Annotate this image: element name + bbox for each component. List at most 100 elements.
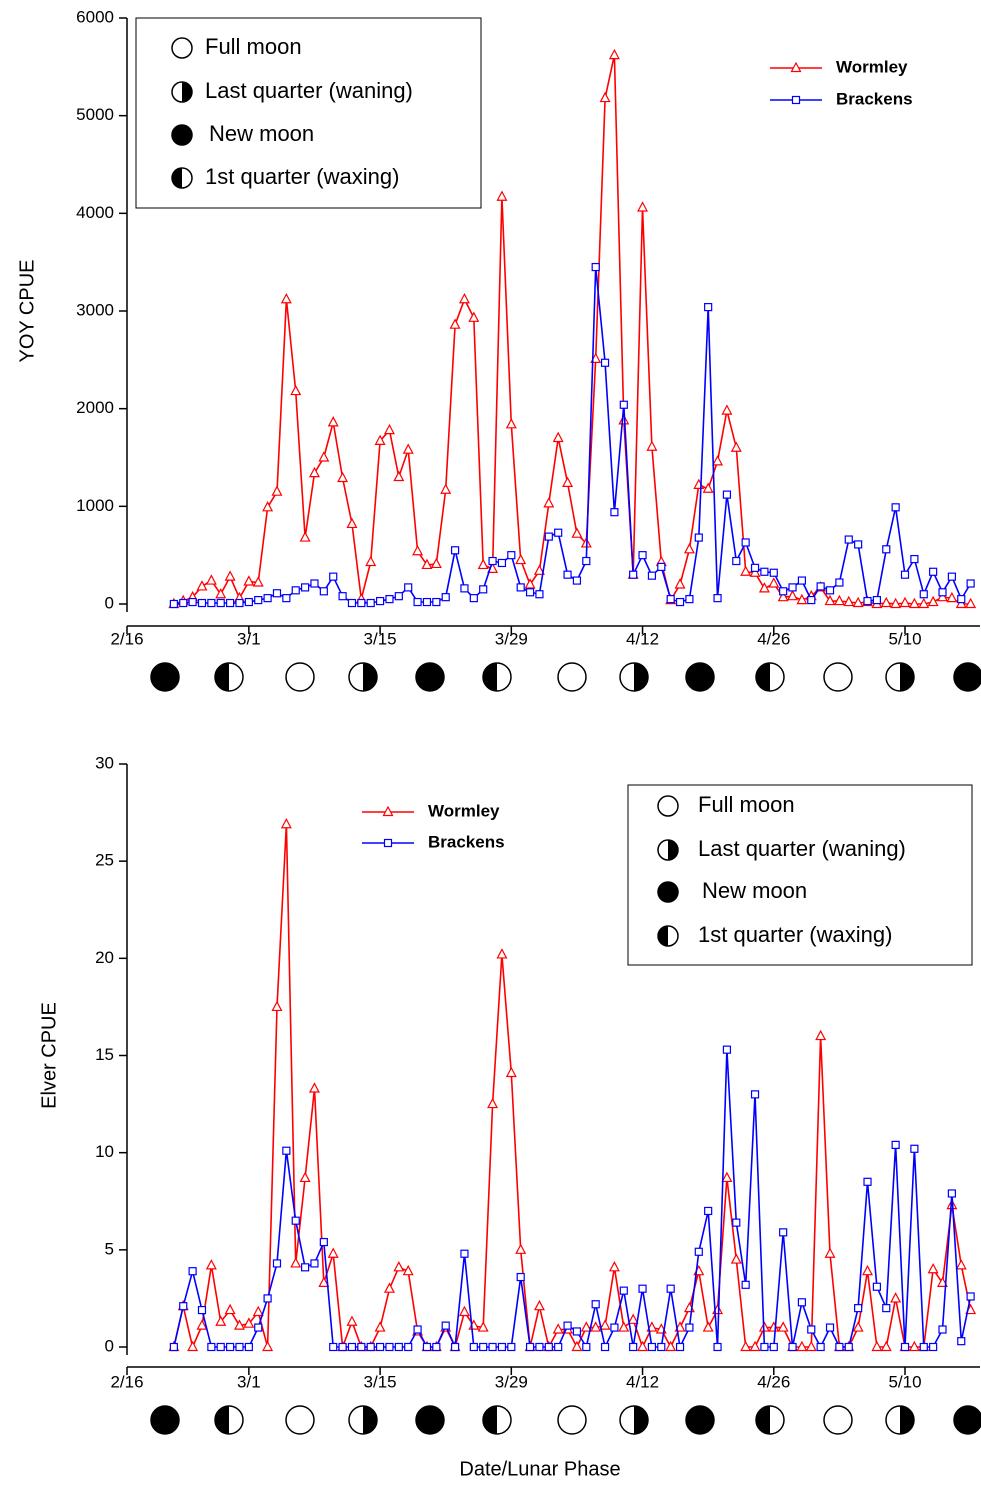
moon-icon-half [182, 82, 192, 102]
data-point [515, 553, 527, 565]
data-point [966, 579, 975, 588]
data-point [300, 583, 310, 592]
moon-icon [657, 795, 679, 817]
data-point [899, 596, 911, 608]
x-tick-label: 4/12 [626, 629, 659, 648]
data-point [263, 594, 272, 603]
data-point [627, 1313, 639, 1324]
data-point [554, 528, 563, 537]
data-point [319, 1237, 328, 1247]
data-point [788, 583, 797, 592]
data-point [619, 400, 628, 409]
data-point [488, 556, 497, 566]
data-point [908, 597, 920, 609]
data-point [375, 596, 385, 606]
data-point [318, 1276, 330, 1287]
moon-icon-half [483, 663, 497, 691]
data-point [404, 1342, 413, 1352]
data-point [824, 1247, 836, 1258]
data-point [910, 554, 919, 564]
data-point [235, 598, 244, 608]
data-point [308, 466, 320, 478]
data-point [882, 1304, 891, 1313]
data-point [629, 570, 638, 579]
moon-icon-half [658, 926, 668, 946]
data-point [910, 1144, 919, 1153]
data-point [432, 1342, 441, 1352]
data-point [497, 558, 507, 568]
y-tick-label: 6000 [76, 7, 114, 26]
data-point [552, 431, 564, 443]
data-point [843, 595, 855, 607]
data-point [422, 1342, 432, 1352]
data-point [749, 566, 761, 577]
data-point [750, 1090, 760, 1099]
data-point [262, 501, 274, 512]
data-point [629, 1342, 638, 1352]
data-point [702, 482, 714, 493]
data-point [525, 588, 535, 597]
data-point [758, 582, 770, 593]
data-point [338, 1342, 347, 1352]
data-point [777, 590, 789, 602]
data-point [637, 201, 649, 212]
data-point [608, 48, 620, 60]
moon-icon-half [756, 1406, 770, 1434]
data-point [929, 567, 938, 576]
data-point [412, 544, 424, 556]
data-point [318, 451, 330, 462]
data-point [385, 595, 394, 604]
moon-legend-label: Last quarter (waning) [698, 836, 906, 861]
x-tick-label: 3/29 [495, 1372, 528, 1391]
x-tick-label: 2/16 [110, 629, 143, 648]
moon-icon-half [215, 663, 229, 691]
moon-icon [150, 662, 180, 692]
x-tick-label: 3/29 [495, 629, 528, 648]
moon-legend-label: 1st quarter (waxing) [698, 922, 892, 947]
data-point [966, 1292, 975, 1301]
moon-icon-half [756, 663, 770, 691]
data-point [458, 1305, 470, 1317]
x-tick-label: 3/1 [237, 1372, 261, 1391]
data-point [955, 597, 967, 609]
data-point [337, 471, 349, 483]
data-point [675, 1342, 685, 1352]
data-point [272, 589, 282, 598]
data-point [282, 594, 291, 603]
data-point [479, 1342, 488, 1352]
data-point [816, 582, 825, 591]
data-point [449, 318, 461, 329]
y-tick-label: 30 [95, 753, 114, 772]
data-point [919, 1342, 928, 1352]
data-point [496, 948, 508, 959]
data-point [852, 596, 864, 608]
y-tick-label: 15 [95, 1045, 114, 1064]
data-point [693, 478, 705, 489]
data-point [197, 1305, 207, 1315]
data-point [637, 1340, 649, 1352]
data-point [243, 1317, 255, 1328]
data-point [179, 598, 188, 608]
data-point [730, 1253, 742, 1264]
data-point [421, 558, 433, 570]
data-point [927, 595, 939, 607]
data-point [441, 1321, 450, 1330]
data-point [740, 1340, 752, 1352]
data-point [769, 568, 778, 577]
data-point [552, 1323, 564, 1334]
data-point [346, 517, 358, 529]
x-tick-label: 3/15 [364, 629, 397, 648]
data-point [722, 1045, 732, 1054]
data-point [768, 577, 780, 588]
moon-icon [685, 1405, 715, 1435]
data-point [721, 404, 733, 415]
data-point [233, 1319, 245, 1330]
data-point [365, 555, 377, 567]
moon-legend-label: 1st quarter (waxing) [205, 164, 399, 189]
x-tick-label: 4/26 [757, 629, 790, 648]
data-point [450, 1342, 460, 1352]
data-point [760, 1342, 769, 1352]
data-point [647, 1342, 657, 1352]
moon-icon [171, 37, 193, 59]
data-point [900, 570, 910, 579]
